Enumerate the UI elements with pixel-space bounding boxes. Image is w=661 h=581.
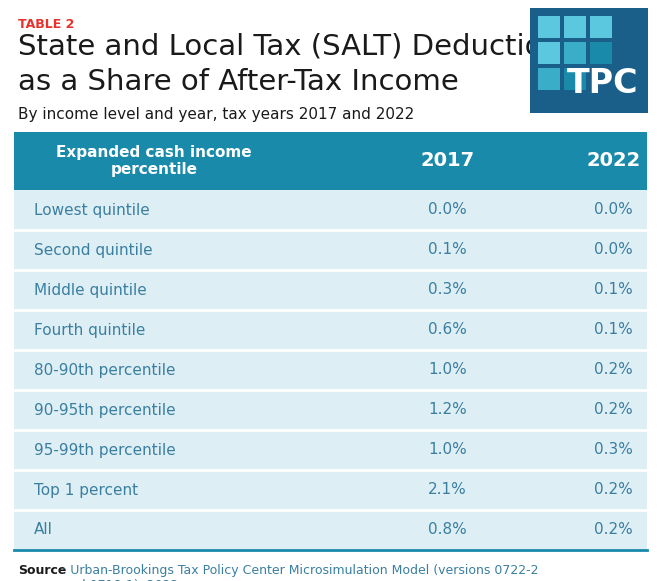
FancyBboxPatch shape: [14, 390, 647, 430]
FancyBboxPatch shape: [590, 68, 612, 90]
Text: State and Local Tax (SALT) Deduction: State and Local Tax (SALT) Deduction: [18, 32, 561, 60]
Text: 0.6%: 0.6%: [428, 322, 467, 338]
FancyBboxPatch shape: [14, 470, 647, 510]
Text: as a Share of After-Tax Income: as a Share of After-Tax Income: [18, 68, 459, 96]
FancyBboxPatch shape: [564, 68, 586, 90]
FancyBboxPatch shape: [590, 42, 612, 64]
Text: Fourth quintile: Fourth quintile: [34, 322, 145, 338]
Text: 2017: 2017: [420, 152, 475, 170]
Text: 0.1%: 0.1%: [428, 242, 467, 257]
Text: 0.8%: 0.8%: [428, 522, 467, 537]
FancyBboxPatch shape: [590, 16, 612, 38]
Text: 95-99th percentile: 95-99th percentile: [34, 443, 176, 457]
Text: 0.3%: 0.3%: [594, 443, 633, 457]
Text: 0.3%: 0.3%: [428, 282, 467, 297]
Text: 0.0%: 0.0%: [428, 203, 467, 217]
Text: By income level and year, tax years 2017 and 2022: By income level and year, tax years 2017…: [18, 107, 414, 122]
FancyBboxPatch shape: [538, 16, 560, 38]
Text: TPC: TPC: [567, 67, 639, 100]
FancyBboxPatch shape: [538, 42, 560, 64]
Text: 0.0%: 0.0%: [594, 242, 633, 257]
Text: 0.2%: 0.2%: [594, 522, 633, 537]
Text: Second quintile: Second quintile: [34, 242, 153, 257]
Text: All: All: [34, 522, 53, 537]
Text: Expanded cash income
percentile: Expanded cash income percentile: [56, 145, 252, 177]
FancyBboxPatch shape: [564, 16, 586, 38]
FancyBboxPatch shape: [14, 132, 647, 190]
FancyBboxPatch shape: [564, 42, 586, 64]
Text: : Urban-Brookings Tax Policy Center Microsimulation Model (versions 0722-2
and 0: : Urban-Brookings Tax Policy Center Micr…: [62, 564, 539, 581]
Text: 1.0%: 1.0%: [428, 443, 467, 457]
Text: Source: Source: [18, 564, 66, 577]
FancyBboxPatch shape: [530, 8, 648, 113]
FancyBboxPatch shape: [14, 350, 647, 390]
FancyBboxPatch shape: [538, 68, 560, 90]
FancyBboxPatch shape: [14, 310, 647, 350]
Text: 80-90th percentile: 80-90th percentile: [34, 363, 176, 378]
Text: 0.1%: 0.1%: [594, 282, 633, 297]
Text: Top 1 percent: Top 1 percent: [34, 482, 138, 497]
Text: 0.2%: 0.2%: [594, 482, 633, 497]
Text: 0.2%: 0.2%: [594, 363, 633, 378]
Text: 1.2%: 1.2%: [428, 403, 467, 418]
Text: 1.0%: 1.0%: [428, 363, 467, 378]
Text: Middle quintile: Middle quintile: [34, 282, 147, 297]
FancyBboxPatch shape: [14, 430, 647, 470]
Text: 0.0%: 0.0%: [594, 203, 633, 217]
Text: TABLE 2: TABLE 2: [18, 18, 75, 31]
FancyBboxPatch shape: [14, 190, 647, 230]
Text: 0.1%: 0.1%: [594, 322, 633, 338]
Text: Lowest quintile: Lowest quintile: [34, 203, 150, 217]
Text: 2.1%: 2.1%: [428, 482, 467, 497]
FancyBboxPatch shape: [14, 510, 647, 550]
Text: 0.2%: 0.2%: [594, 403, 633, 418]
FancyBboxPatch shape: [14, 230, 647, 270]
Text: 2022: 2022: [586, 152, 641, 170]
Text: 90-95th percentile: 90-95th percentile: [34, 403, 176, 418]
FancyBboxPatch shape: [14, 270, 647, 310]
